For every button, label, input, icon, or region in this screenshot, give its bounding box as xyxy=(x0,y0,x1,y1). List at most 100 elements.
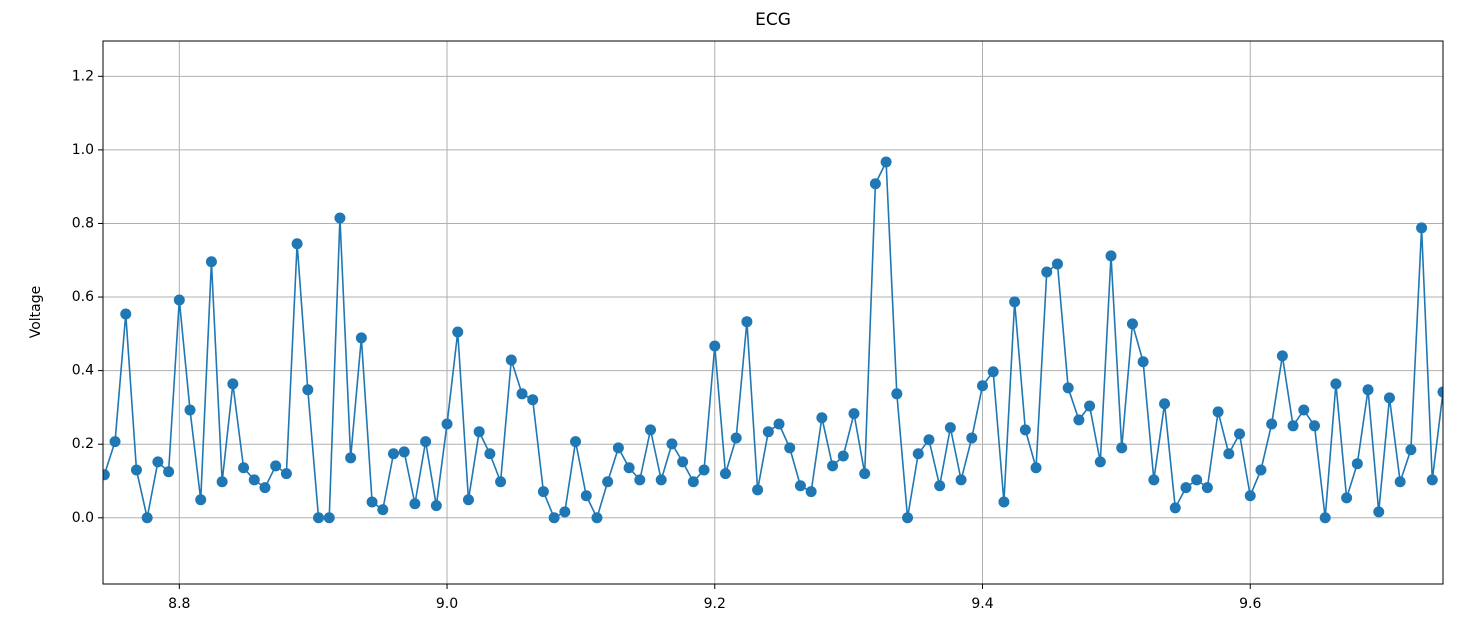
point-marker xyxy=(1373,506,1385,518)
point-marker xyxy=(1330,378,1342,390)
chart-title: ECG xyxy=(755,10,791,30)
point-marker xyxy=(473,426,485,438)
point-marker xyxy=(1180,482,1192,494)
point-marker xyxy=(645,424,657,436)
point-marker xyxy=(270,460,282,472)
point-marker xyxy=(248,474,260,486)
point-marker xyxy=(687,476,699,488)
point-marker xyxy=(548,512,560,524)
point-marker xyxy=(998,496,1010,508)
point-marker xyxy=(1234,428,1246,440)
y-tick-label: 0.4 xyxy=(72,363,94,379)
point-marker xyxy=(805,486,817,498)
point-marker xyxy=(1073,414,1085,426)
point-marker xyxy=(1405,444,1417,456)
point-marker xyxy=(377,504,389,516)
point-marker xyxy=(827,460,839,472)
point-marker xyxy=(580,490,592,502)
point-marker xyxy=(880,156,892,168)
point-marker xyxy=(398,446,410,458)
point-marker xyxy=(977,380,989,392)
point-marker xyxy=(1169,502,1181,514)
point-marker xyxy=(1030,462,1042,474)
point-marker xyxy=(634,474,646,486)
point-marker xyxy=(730,432,742,444)
point-marker xyxy=(773,418,785,430)
point-marker xyxy=(1019,424,1031,436)
point-marker xyxy=(484,448,496,460)
point-marker xyxy=(859,468,871,480)
point-marker xyxy=(130,464,142,476)
point-marker xyxy=(837,450,849,462)
point-marker xyxy=(666,438,678,450)
y-tick-label: 0.0 xyxy=(72,510,94,526)
y-tick-label: 1.2 xyxy=(72,68,94,84)
point-marker xyxy=(195,494,207,506)
point-marker xyxy=(1416,222,1428,234)
point-marker xyxy=(495,476,507,488)
point-marker xyxy=(869,178,881,190)
point-marker xyxy=(923,434,935,446)
point-marker xyxy=(238,462,250,474)
point-marker xyxy=(516,388,528,400)
point-marker xyxy=(109,436,121,448)
point-marker xyxy=(966,432,978,444)
point-marker xyxy=(387,448,399,460)
x-tick-label: 9.2 xyxy=(704,596,726,612)
point-marker xyxy=(816,412,828,424)
point-marker xyxy=(655,474,667,486)
point-marker xyxy=(1212,406,1224,418)
point-marker xyxy=(1191,474,1203,486)
point-marker xyxy=(366,496,378,508)
point-marker xyxy=(1266,418,1278,430)
y-tick-label: 0.2 xyxy=(72,436,94,452)
point-marker xyxy=(602,476,614,488)
point-marker xyxy=(1426,474,1438,486)
point-marker xyxy=(302,384,314,396)
point-marker xyxy=(452,326,464,338)
point-marker xyxy=(163,466,175,478)
point-marker xyxy=(741,316,753,328)
point-marker xyxy=(103,469,110,481)
point-marker xyxy=(227,378,239,390)
point-marker xyxy=(1137,356,1149,368)
point-marker xyxy=(1041,266,1053,278)
point-marker xyxy=(1116,442,1128,454)
point-marker xyxy=(709,340,721,352)
point-marker xyxy=(1201,482,1213,494)
point-marker xyxy=(912,448,924,460)
point-marker xyxy=(216,476,228,488)
point-marker xyxy=(698,464,710,476)
point-marker xyxy=(1148,474,1160,486)
point-marker xyxy=(719,468,731,480)
point-marker xyxy=(891,388,903,400)
point-marker xyxy=(1159,398,1171,410)
point-marker xyxy=(570,436,582,448)
point-marker xyxy=(355,332,367,344)
point-marker xyxy=(420,436,432,448)
point-marker xyxy=(902,512,914,524)
point-marker xyxy=(462,494,474,506)
point-marker xyxy=(120,308,132,320)
point-marker xyxy=(291,238,303,250)
point-marker xyxy=(537,486,549,498)
series-line xyxy=(103,161,1443,520)
plot-frame xyxy=(102,40,1444,585)
point-marker xyxy=(505,354,517,366)
point-marker xyxy=(944,422,956,434)
point-marker xyxy=(794,480,806,492)
point-marker xyxy=(955,474,967,486)
point-marker xyxy=(1276,350,1288,362)
point-marker xyxy=(612,442,624,454)
point-marker xyxy=(205,256,217,268)
point-marker xyxy=(784,442,796,454)
point-marker xyxy=(559,506,571,518)
point-marker xyxy=(152,456,164,468)
x-tick-label: 8.8 xyxy=(168,596,190,612)
point-marker xyxy=(1223,448,1235,460)
point-marker xyxy=(677,456,689,468)
point-marker xyxy=(1244,490,1256,502)
point-marker xyxy=(334,212,346,224)
